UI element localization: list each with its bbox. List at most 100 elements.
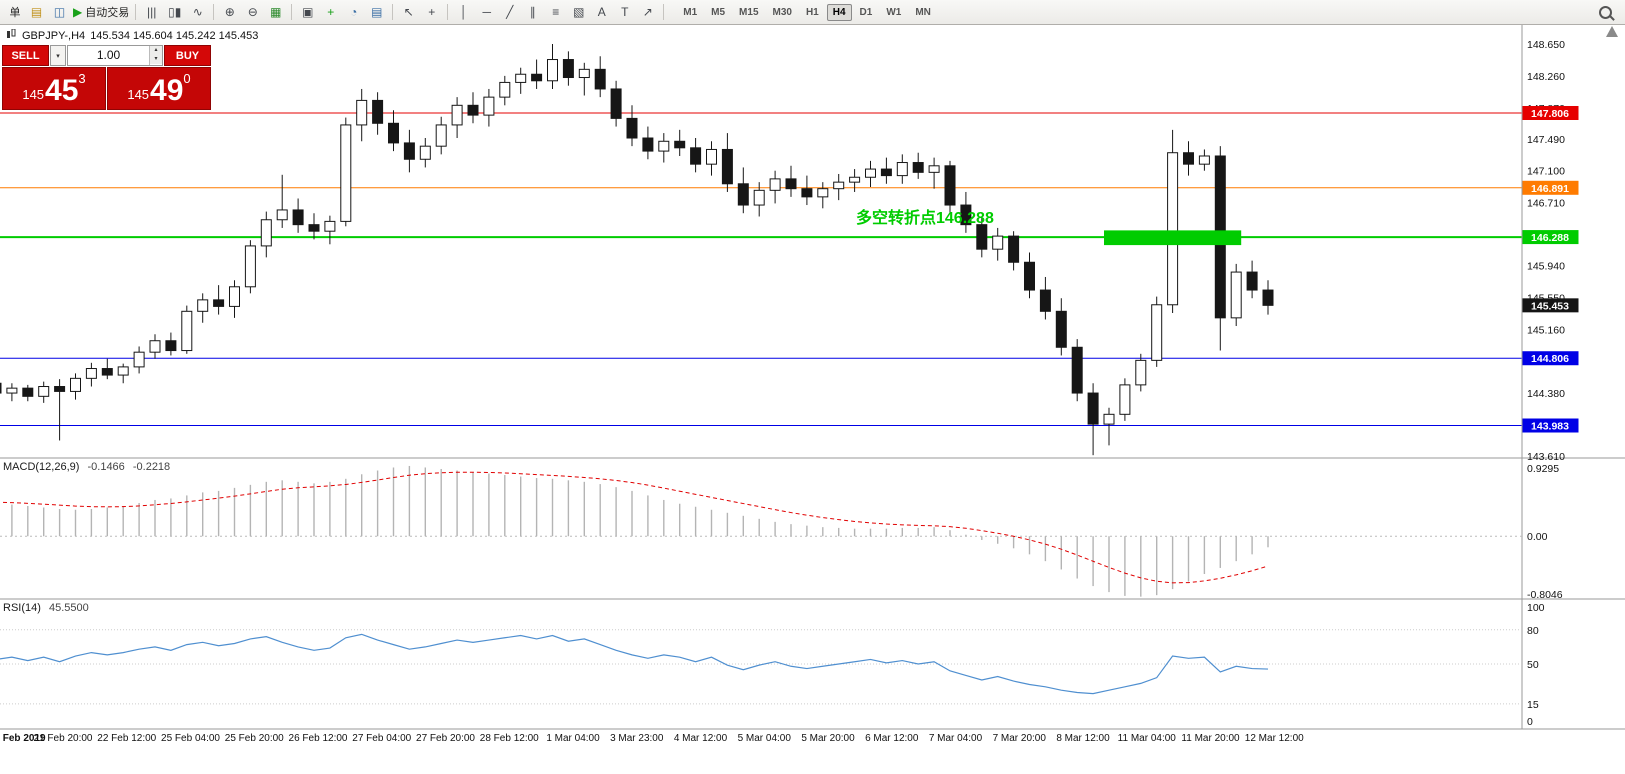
rsi-panel: 100 80 50 15 0	[0, 602, 1545, 728]
macd-name: MACD(12,26,9)	[3, 461, 80, 473]
sell-price-button[interactable]: 145 45 3	[2, 67, 106, 110]
timeframe-m15-button[interactable]: M15	[739, 6, 759, 18]
svg-text:25 Feb 20:00: 25 Feb 20:00	[225, 733, 284, 744]
price-axis-labels: 148.650148.260147.870147.490147.100146.7…	[1527, 39, 1565, 463]
profiles-icon[interactable]: ◫	[53, 5, 66, 19]
svg-text:146.288: 146.288	[1531, 232, 1569, 244]
text-label-icon[interactable]: T	[621, 5, 629, 19]
svg-text:12 Mar 12:00: 12 Mar 12:00	[1245, 733, 1304, 744]
vertical-line-icon[interactable]: │	[459, 5, 468, 19]
svg-text:145.940: 145.940	[1527, 261, 1565, 273]
svg-text:7 Mar 20:00: 7 Mar 20:00	[993, 733, 1047, 744]
volume-value: 1.00	[96, 48, 121, 62]
timeframe-m30-button[interactable]: M30	[772, 6, 792, 18]
svg-text:146.710: 146.710	[1527, 198, 1565, 210]
volume-input[interactable]: 1.00 ▴ ▾	[67, 45, 163, 66]
volume-up-icon[interactable]: ▴	[150, 46, 162, 55]
main-toolbar: 单 ▤ ◫ ▶ 自动交易 ||| ▯▮ ∿ ⊕ ⊖ ▦ ▣ + ◔ ▤ ↖ + │ ─ ╱ ∥ ≡ ▧ A T ↗ M1 M5 M15…	[0, 0, 1625, 25]
svg-text:11 Mar 04:00: 11 Mar 04:00	[1118, 733, 1177, 744]
svg-text:143.983: 143.983	[1531, 421, 1569, 433]
svg-text:8 Mar 12:00: 8 Mar 12:00	[1056, 733, 1110, 744]
volume-stepper[interactable]: ▴ ▾	[149, 46, 162, 65]
equidistant-channel-icon[interactable]: ∥	[529, 5, 536, 19]
svg-text:144.806: 144.806	[1531, 353, 1569, 365]
svg-text:148.260: 148.260	[1527, 71, 1565, 83]
svg-text:148.650: 148.650	[1527, 39, 1565, 51]
svg-text:144.380: 144.380	[1527, 388, 1565, 400]
shapes-icon[interactable]: ▧	[573, 5, 585, 19]
timeframe-d1-button[interactable]: D1	[859, 6, 873, 18]
buy-price-sup: 0	[183, 71, 191, 86]
search-icon[interactable]	[1594, 2, 1617, 22]
horizontal-line-icon[interactable]: ─	[482, 5, 491, 19]
buy-price-button[interactable]: 145 49 0	[107, 67, 211, 110]
rsi-indicator-label: RSI(14) 45.5500	[3, 602, 89, 614]
arrows-icon[interactable]: ↗	[642, 5, 653, 19]
text-icon[interactable]: A	[597, 5, 606, 19]
charts-icon[interactable]: ▤	[30, 5, 43, 19]
svg-text:0.9295: 0.9295	[1527, 463, 1559, 475]
new-order-button[interactable]: 单	[9, 7, 21, 19]
templates-icon[interactable]: ▤	[371, 5, 383, 19]
candlestick-chart-icon[interactable]: ▯▮	[168, 5, 182, 19]
autotrade-button[interactable]: ▶ 自动交易	[73, 5, 130, 19]
timeframe-m5-button[interactable]: M5	[711, 6, 726, 18]
panel-dropdown-icon[interactable]: ▾	[50, 45, 66, 66]
buy-button[interactable]: BUY	[164, 45, 211, 66]
zoom-out-icon[interactable]: ⊖	[247, 5, 258, 19]
timeframe-h4-button[interactable]: H4	[826, 3, 852, 21]
svg-text:1 Mar 04:00: 1 Mar 04:00	[546, 733, 600, 744]
sell-button[interactable]: SELL	[2, 45, 49, 66]
panel-separators	[0, 24, 1625, 730]
bar-chart-icon[interactable]: |||	[147, 5, 157, 19]
macd-indicator-label: MACD(12,26,9) -0.1466 -0.2218	[3, 461, 170, 473]
auto-scroll-icon[interactable]: ▦	[270, 5, 282, 19]
rsi-name: RSI(14)	[3, 602, 41, 614]
timeframe-w1-button[interactable]: W1	[886, 6, 902, 18]
svg-text:7 Mar 04:00: 7 Mar 04:00	[929, 733, 983, 744]
svg-text:147.806: 147.806	[1531, 108, 1569, 120]
cursor-icon[interactable]: ↖	[403, 5, 414, 19]
svg-text:5 Mar 04:00: 5 Mar 04:00	[738, 733, 792, 744]
sell-price-sup: 3	[78, 71, 86, 86]
svg-text:11 Mar 20:00: 11 Mar 20:00	[1181, 733, 1240, 744]
zoom-in-icon[interactable]: ⊕	[224, 5, 235, 19]
periods-icon[interactable]: ◔	[350, 5, 358, 19]
one-click-trading-panel: SELL ▾ 1.00 ▴ ▾ BUY 145 45 3 145 49 0	[2, 45, 211, 110]
svg-text:50: 50	[1527, 659, 1539, 671]
line-chart-icon[interactable]: ∿	[192, 5, 203, 19]
toolbar-right	[1594, 0, 1617, 24]
horizontal-level-lines	[0, 112, 1522, 427]
ohlc-text: 145.534 145.604 145.242 145.453	[90, 30, 259, 42]
timeframe-m1-button[interactable]: M1	[683, 6, 698, 18]
svg-text:15: 15	[1527, 699, 1539, 711]
tile-windows-icon[interactable]: ▣	[302, 5, 314, 19]
svg-text:146.891: 146.891	[1531, 183, 1569, 195]
macd-value-2: -0.2218	[132, 461, 171, 473]
toolbar-separator	[447, 4, 449, 20]
svg-text:-0.8046: -0.8046	[1527, 589, 1563, 601]
indicators-icon[interactable]: +	[327, 5, 335, 19]
svg-text:1 Feb 2019: 1 Feb 2019	[0, 733, 46, 744]
chart-scroll-up-icon	[1606, 26, 1618, 37]
volume-down-icon[interactable]: ▾	[150, 55, 162, 64]
svg-text:6 Mar 12:00: 6 Mar 12:00	[865, 733, 919, 744]
toolbar-separator	[291, 4, 293, 20]
svg-text:21 Feb 20:00: 21 Feb 20:00	[34, 733, 93, 744]
crosshair-icon[interactable]: +	[428, 5, 436, 19]
candles	[0, 44, 1274, 456]
svg-text:0.00: 0.00	[1527, 531, 1548, 543]
svg-text:5 Mar 20:00: 5 Mar 20:00	[801, 733, 855, 744]
timeframe-mn-button[interactable]: MN	[915, 6, 931, 18]
chart-annotation-text[interactable]: 多空转折点146.288	[856, 210, 994, 227]
buy-price-big: 49	[150, 74, 184, 107]
svg-text:145.453: 145.453	[1531, 300, 1569, 312]
svg-text:27 Feb 20:00: 27 Feb 20:00	[416, 733, 475, 744]
fibonacci-icon[interactable]: ≡	[552, 5, 560, 19]
timeframe-h1-button[interactable]: H1	[805, 6, 819, 18]
toolbar-buttons: 单 ▤ ◫ ▶ 自动交易 ||| ▯▮ ∿ ⊕ ⊖ ▦ ▣ + ◔ ▤ ↖ + │ ─ ╱ ∥ ≡ ▧ A T ↗	[2, 0, 668, 24]
trendline-icon[interactable]: ╱	[506, 5, 514, 19]
